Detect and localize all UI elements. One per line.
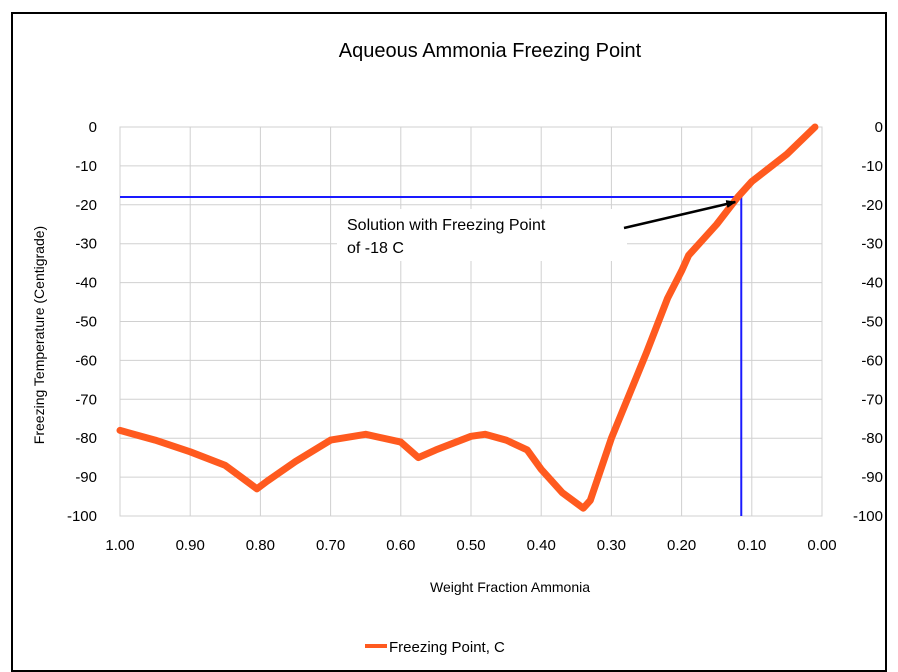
y-axis-right: 0 -10 -20 -30 -40 -50 -60 -70 -80 -90 -100: [853, 119, 883, 525]
y-tick-label-right: -80: [861, 430, 883, 447]
annotation-arrow: [623, 200, 737, 230]
y-tick-label-right: -30: [861, 236, 883, 253]
y-tick-label-left: -30: [75, 236, 97, 253]
y-tick-label-right: -70: [861, 391, 883, 408]
x-axis: 1.00 0.90 0.80 0.70 0.60 0.50 0.40 0.30 0.20 0.10…: [105, 537, 836, 554]
y-tick-label-right: -10: [861, 158, 883, 175]
y-tick-label-left: -10: [75, 158, 97, 175]
legend: Freezing Point, C: [365, 639, 505, 656]
series-line-freezing-point: [116, 123, 819, 512]
legend-label: Freezing Point, C: [389, 639, 505, 656]
y-tick-label-left: -20: [75, 197, 97, 214]
annotation-line-2: of -18 C: [347, 240, 404, 257]
y-axis-left: 0 -10 -20 -30 -40 -50 -60 -70 -80 -90 -100: [67, 119, 97, 525]
y-tick-label-left: -40: [75, 275, 97, 292]
x-tick-label: 0.80: [246, 537, 275, 554]
y-tick-label-left: -60: [75, 352, 97, 369]
y-tick-label-right: -40: [861, 275, 883, 292]
y-tick-label-left: -50: [75, 314, 97, 331]
reference-lines: [120, 196, 743, 516]
x-tick-label: 0.60: [386, 537, 415, 554]
y-tick-label-left: 0: [89, 119, 97, 136]
y-tick-label-left: -100: [67, 508, 97, 525]
x-tick-label: 0.20: [667, 537, 696, 554]
x-tick-label: 0.00: [807, 537, 836, 554]
y-tick-label-right: 0: [875, 119, 883, 136]
y-tick-label-left: -70: [75, 391, 97, 408]
y-tick-label-left: -80: [75, 430, 97, 447]
x-tick-label: 1.00: [105, 537, 134, 554]
x-tick-label: 0.40: [527, 537, 556, 554]
annotation-background: [337, 209, 627, 261]
y-tick-label-right: -20: [861, 197, 883, 214]
plot-area: [119, 126, 823, 517]
y-tick-label-right: -90: [861, 469, 883, 486]
y-axis-title: Freezing Temperature (Centigrade): [31, 226, 47, 444]
y-tick-label-right: -100: [853, 508, 883, 525]
x-tick-label: 0.10: [737, 537, 766, 554]
y-tick-label-left: -90: [75, 469, 97, 486]
x-axis-title: Weight Fraction Ammonia: [430, 579, 590, 595]
x-tick-label: 0.90: [176, 537, 205, 554]
chart-title: Aqueous Ammonia Freezing Point: [339, 40, 642, 62]
x-tick-label: 0.30: [597, 537, 626, 554]
x-tick-label: 0.70: [316, 537, 345, 554]
grid: [119, 126, 823, 517]
y-tick-label-right: -50: [861, 314, 883, 331]
annotation-line-1: Solution with Freezing Point: [347, 217, 546, 234]
x-tick-label: 0.50: [456, 537, 485, 554]
y-tick-label-right: -60: [861, 352, 883, 369]
